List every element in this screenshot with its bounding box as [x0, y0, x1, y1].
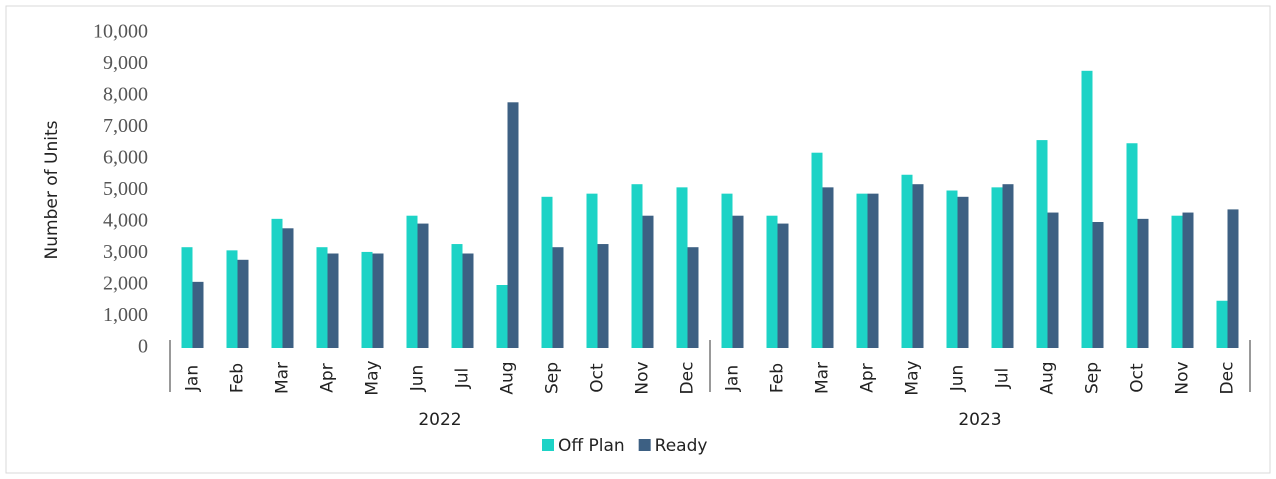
x-tick-label: Jan	[723, 365, 743, 392]
x-tick-label: Mar	[813, 362, 833, 394]
bar	[271, 218, 283, 348]
bar	[1047, 212, 1059, 348]
legend-label: Ready	[655, 436, 708, 456]
bar	[811, 152, 823, 348]
bar	[642, 215, 654, 348]
x-tick-label: Jun	[948, 365, 968, 393]
x-tick-label: Oct	[1128, 363, 1148, 393]
bar	[1182, 212, 1194, 348]
x-tick-label: Jan	[183, 365, 203, 392]
x-tick-label: Nov	[633, 361, 653, 394]
bar	[901, 174, 913, 348]
x-tick-label: Sep	[1083, 362, 1103, 394]
x-tick-label: Feb	[228, 363, 248, 393]
y-tick-label: 4,000	[103, 210, 148, 232]
bar	[552, 247, 564, 348]
x-tick-label: May	[363, 360, 383, 395]
bar	[957, 196, 969, 348]
bar	[417, 223, 429, 348]
bar	[282, 228, 294, 348]
bar	[586, 193, 598, 348]
bar	[822, 187, 834, 348]
bar	[226, 250, 238, 348]
x-tick-label: Jul	[453, 368, 473, 390]
bar	[372, 253, 384, 348]
bar	[766, 215, 778, 348]
bar	[507, 102, 519, 348]
bar	[1216, 300, 1228, 348]
bar	[1002, 184, 1014, 348]
bar	[721, 193, 733, 348]
bar	[316, 247, 328, 348]
y-tick-label: 2,000	[103, 273, 148, 295]
y-tick-label: 8,000	[103, 84, 148, 106]
y-tick-label: 1,000	[103, 304, 148, 326]
x-tick-label: Aug	[498, 361, 518, 394]
bar	[361, 251, 373, 348]
chart-border	[5, 5, 1271, 474]
x-tick-label: May	[903, 360, 923, 395]
y-axis-label: Number of Units	[42, 120, 62, 259]
x-tick-label: Nov	[1173, 361, 1193, 394]
bar	[237, 259, 249, 348]
legend-swatch	[542, 439, 554, 451]
bar	[1036, 140, 1048, 348]
bar	[451, 244, 463, 348]
bar	[541, 196, 553, 348]
x-tick-label: Dec	[1218, 362, 1238, 395]
bar	[946, 190, 958, 348]
y-tick-label: 7,000	[103, 115, 148, 137]
bar	[912, 184, 924, 348]
bar	[732, 215, 744, 348]
bar	[777, 223, 789, 348]
y-tick-label: 3,000	[103, 241, 148, 263]
x-tick-label: Mar	[273, 362, 293, 394]
bar	[631, 184, 643, 348]
y-tick-label: 0	[138, 336, 148, 358]
x-tick-label: Aug	[1038, 361, 1058, 394]
legend-label: Off Plan	[558, 436, 625, 456]
bar	[1092, 222, 1104, 348]
bar	[1227, 209, 1239, 348]
group-label: 2023	[958, 410, 1001, 430]
x-tick-label: Apr	[858, 363, 878, 392]
x-tick-label: Sep	[543, 362, 563, 394]
bar	[1126, 143, 1138, 348]
bar	[181, 247, 193, 348]
bar	[867, 193, 879, 348]
bar	[687, 247, 699, 348]
x-tick-label: Apr	[318, 363, 338, 392]
x-tick-label: Oct	[588, 363, 608, 393]
y-tick-label: 6,000	[103, 147, 148, 169]
x-tick-label: Jul	[993, 368, 1013, 390]
y-tick-label: 5,000	[103, 178, 148, 200]
x-tick-label: Feb	[768, 363, 788, 393]
bar	[192, 281, 204, 348]
x-tick-label: Jun	[408, 365, 428, 393]
bar	[462, 253, 474, 348]
bar	[597, 244, 609, 348]
bar	[406, 215, 418, 348]
y-tick-label: 10,000	[93, 21, 148, 43]
x-tick-label: Dec	[678, 362, 698, 395]
y-tick-label: 9,000	[103, 52, 148, 74]
bar	[1081, 70, 1093, 349]
bar	[327, 253, 339, 348]
bar	[1171, 215, 1183, 348]
bar	[991, 187, 1003, 348]
bar	[1137, 218, 1149, 348]
bar	[496, 285, 508, 348]
legend-swatch	[638, 439, 651, 451]
group-label: 2022	[418, 410, 461, 430]
bar	[856, 193, 868, 348]
bar	[676, 187, 688, 348]
